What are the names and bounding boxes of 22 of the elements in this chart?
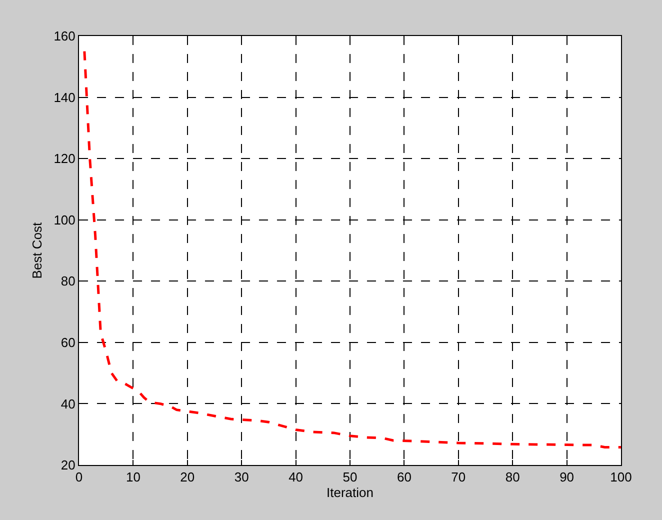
x-axis-title: Iteration	[326, 485, 374, 500]
x-tick-label: 80	[505, 470, 520, 485]
y-tick-label: 100	[54, 212, 76, 228]
y-tick-label: 140	[54, 90, 76, 105]
x-tick-label: 0	[75, 470, 83, 485]
x-tick-label: 60	[396, 470, 412, 485]
x-tick-label: 50	[342, 470, 358, 485]
x-tick-label: 30	[234, 470, 249, 485]
y-axis-title: Best Cost	[30, 222, 45, 279]
x-tick-label: 70	[451, 470, 466, 485]
line-series	[83, 50, 621, 448]
y-tick-label: 80	[60, 274, 76, 289]
x-tick-label: 90	[560, 470, 574, 485]
y-tick-label: 60	[60, 334, 76, 350]
y-tick-label: 160	[54, 28, 76, 44]
x-tick-label: 40	[288, 470, 304, 485]
y-tick-label: 20	[60, 458, 76, 473]
y-tick-label: 40	[60, 396, 76, 412]
x-tick-label: 100	[610, 470, 632, 485]
y-tick-label: 120	[54, 151, 76, 166]
x-tick-label: 20	[180, 470, 195, 485]
x-tick-label: 10	[126, 470, 140, 485]
